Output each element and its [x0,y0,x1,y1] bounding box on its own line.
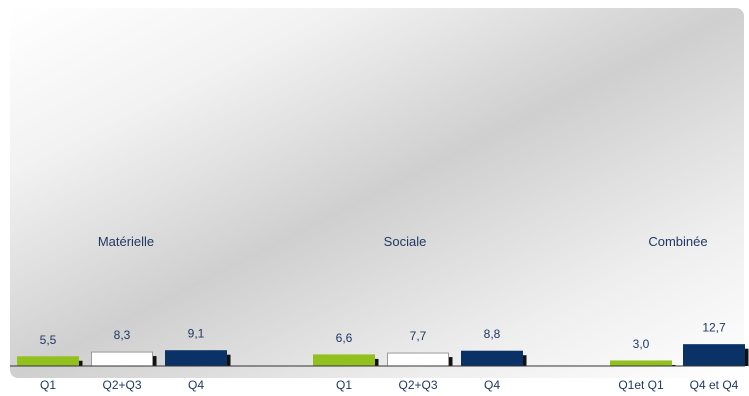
bar-combinee-q4-et-q4 [683,344,745,367]
bar-combinee-q1et-q1 [610,360,672,367]
value-label-sociale-q1: 6,6 [336,331,353,345]
bars-layer [17,344,749,367]
category-label-materielle-q2-q3: Q2+Q3 [102,378,141,392]
bar-materielle-q2-q3 [91,351,153,367]
bar-materielle-q1 [17,356,79,367]
category-label-materielle-q4: Q4 [188,378,204,392]
category-label-combinee-q4-et-q4: Q4 et Q4 [690,378,739,392]
group-label-combinee: Combinée [648,234,707,249]
bar-materielle-q4 [165,350,227,367]
value-label-combinee-q1et-q1: 3,0 [633,337,650,351]
category-label-sociale-q2-q3: Q2+Q3 [398,378,437,392]
value-label-sociale-q4: 8,8 [484,327,501,341]
value-label-materielle-q1: 5,5 [40,333,57,347]
group-label-sociale: Sociale [384,234,427,249]
labels-layer: Matérielle 5,5 Q1 8,3 Q2+Q3 9,1 Q4 Sociale 6,6 Q1… [40,234,739,392]
group-label-materielle: Matérielle [98,234,154,249]
category-label-sociale-q4: Q4 [484,378,500,392]
value-label-sociale-q2-q3: 7,7 [410,329,427,343]
category-label-sociale-q1: Q1 [336,378,352,392]
category-label-materielle-q1: Q1 [40,378,56,392]
bar-sociale-q4 [461,350,523,367]
bar-sociale-q2-q3 [387,352,449,367]
plot-background [10,8,744,378]
category-label-combinee-q1et-q1: Q1et Q1 [618,378,664,392]
bar-sociale-q1 [313,354,375,367]
value-label-materielle-q4: 9,1 [188,327,205,341]
value-label-combinee-q4-et-q4: 12,7 [702,321,726,335]
value-label-materielle-q2-q3: 8,3 [114,328,131,342]
